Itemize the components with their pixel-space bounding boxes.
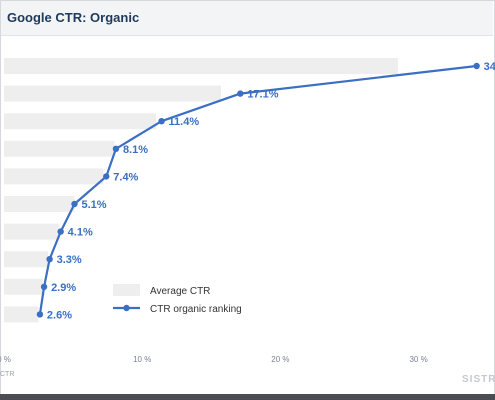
data-label: 4.1%: [68, 227, 93, 239]
data-label: 5.1%: [81, 199, 106, 211]
average-ctr-bar: [4, 278, 43, 295]
data-label: 34: [484, 61, 495, 73]
data-label: 3.3%: [57, 254, 82, 266]
ctr-organic-point: [46, 256, 53, 263]
chart-header: Google CTR: Organic: [1, 1, 493, 36]
data-label: 11.4%: [169, 116, 200, 128]
average-ctr-bar: [4, 140, 115, 157]
data-label: 8.1%: [123, 144, 148, 156]
average-ctr-bar: [4, 223, 60, 240]
legend-label-average-ctr: Average CTR: [150, 286, 210, 297]
average-ctr-bar: [4, 113, 157, 130]
average-ctr-bar: [4, 251, 49, 268]
average-ctr-bar: [4, 85, 221, 102]
x-tick-label: 20 %: [271, 355, 289, 364]
axis-corner-label: CTR: [0, 371, 15, 378]
x-tick-label: 0 %: [0, 355, 11, 364]
ctr-organic-point: [237, 90, 244, 97]
average-ctr-bar: [4, 196, 75, 212]
ctr-organic-point: [112, 145, 120, 152]
ctr-organic-point: [36, 311, 44, 318]
average-ctr-bar: [4, 306, 39, 323]
ctr-organic-point: [473, 62, 480, 70]
data-label: 7.4%: [113, 171, 138, 183]
ctr-organic-point: [158, 118, 165, 125]
average-ctr-bar: [4, 168, 104, 185]
legend-label-ctr-organic: CTR organic ranking: [150, 304, 242, 315]
ctr-organic-point: [103, 173, 110, 180]
ctr-organic-point: [71, 200, 78, 208]
data-label: 2.6%: [47, 309, 72, 321]
x-tick-label: 30 %: [409, 355, 427, 364]
bottom-bar: [0, 394, 495, 400]
legend-swatch-average-ctr: [113, 284, 140, 296]
ctr-organic-point: [40, 283, 48, 290]
legend-swatch-point: [123, 304, 130, 312]
ctr-organic-line: [38, 64, 477, 315]
data-label: 17.1%: [247, 89, 278, 101]
ctr-organic-point: [57, 228, 64, 235]
average-ctr-bar: [4, 58, 398, 74]
data-label: 2.9%: [51, 282, 76, 294]
brand-watermark: SISTRI: [462, 374, 495, 385]
x-tick-label: 10 %: [133, 355, 151, 364]
chart-title: Google CTR: Organic: [7, 10, 140, 25]
